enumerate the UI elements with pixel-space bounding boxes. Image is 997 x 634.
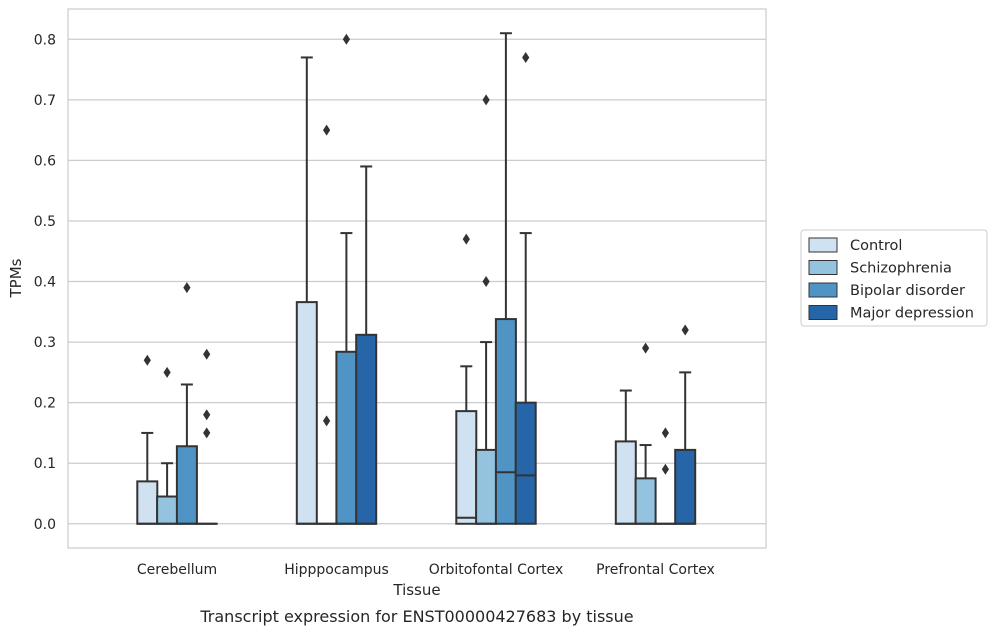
box-major-depression bbox=[514, 232, 537, 525]
legend-label: Schizophrenia bbox=[850, 261, 952, 277]
box-body bbox=[674, 448, 697, 525]
y-tick-label: 0.5 bbox=[34, 214, 56, 230]
x-axis-title: Tissue bbox=[392, 581, 440, 599]
legend-label: Bipolar disorder bbox=[850, 283, 965, 299]
x-tick-label: Orbitofontal Cortex bbox=[429, 562, 564, 578]
box-body bbox=[355, 333, 378, 525]
y-tick-label: 0.0 bbox=[34, 517, 56, 533]
outlier-point bbox=[681, 324, 689, 336]
outlier-point bbox=[522, 51, 530, 63]
outlier-point bbox=[183, 282, 191, 294]
box-major-depression bbox=[674, 371, 697, 525]
boxes bbox=[136, 32, 697, 525]
x-tick-label: Cerebellum bbox=[137, 562, 217, 578]
outlier-point bbox=[661, 463, 669, 475]
x-tick-label: Hipppocampus bbox=[284, 562, 389, 578]
y-tick-label: 0.6 bbox=[34, 153, 56, 169]
outlier-point bbox=[203, 427, 211, 439]
box-body bbox=[175, 445, 198, 525]
box-schizophrenia bbox=[475, 341, 498, 525]
y-tick-label: 0.2 bbox=[34, 396, 56, 412]
box-bipolar-disorder bbox=[175, 383, 198, 525]
box-body bbox=[494, 318, 517, 525]
y-tick-labels: 0.0 0.1 0.2 0.3 0.4 0.5 0.6 0.7 0.8 bbox=[34, 32, 56, 532]
box-control bbox=[295, 56, 318, 525]
outlier-point bbox=[642, 342, 650, 354]
outlier-point bbox=[462, 233, 470, 245]
chart-caption: Transcript expression for ENST0000042768… bbox=[199, 607, 633, 626]
outlier-point bbox=[482, 94, 490, 106]
box-body bbox=[335, 350, 358, 525]
box-body bbox=[295, 301, 318, 525]
box-bipolar-disorder bbox=[335, 232, 358, 525]
x-tick-label: Prefrontal Cortex bbox=[596, 562, 715, 578]
box-major-depression bbox=[355, 165, 378, 525]
outlier-point bbox=[342, 33, 350, 45]
plot-frame bbox=[67, 8, 767, 549]
y-tick-label: 0.3 bbox=[34, 335, 56, 351]
legend-label: Control bbox=[850, 238, 902, 254]
box-body bbox=[136, 480, 159, 525]
box-body bbox=[614, 440, 637, 525]
gridlines bbox=[68, 38, 766, 525]
y-tick-label: 0.7 bbox=[34, 93, 56, 109]
outlier-point bbox=[323, 415, 331, 427]
box-control bbox=[136, 431, 159, 525]
y-tick-label: 0.8 bbox=[34, 32, 56, 48]
legend-swatch bbox=[808, 260, 838, 275]
box-control bbox=[614, 389, 637, 525]
x-tick-labels: Cerebellum Hipppocampus Orbitofontal Corte… bbox=[137, 562, 715, 578]
box-schizophrenia bbox=[156, 462, 179, 525]
outlier-point bbox=[323, 124, 331, 136]
box-body bbox=[634, 477, 657, 525]
legend-label: Major depression bbox=[850, 306, 974, 322]
outlier-point bbox=[163, 366, 171, 378]
outlier-point bbox=[143, 354, 151, 366]
outliers bbox=[143, 33, 689, 475]
box-control bbox=[455, 365, 478, 525]
y-tick-label: 0.1 bbox=[34, 456, 56, 472]
legend-swatch bbox=[808, 282, 838, 298]
legend: Control Schizophrenia Bipolar disorder Majo… bbox=[800, 229, 988, 327]
outlier-point bbox=[661, 427, 669, 439]
outlier-point bbox=[482, 276, 490, 288]
outlier-point bbox=[203, 348, 211, 360]
box-schizophrenia bbox=[634, 444, 657, 525]
box-body bbox=[156, 495, 179, 525]
box-body bbox=[455, 410, 478, 525]
box-body bbox=[475, 448, 498, 525]
legend-swatch bbox=[808, 305, 838, 320]
y-tick-label: 0.4 bbox=[34, 275, 56, 291]
y-axis-title: TPMs bbox=[7, 258, 25, 298]
box-body bbox=[514, 401, 537, 525]
legend-swatch bbox=[808, 237, 838, 253]
box-bipolar-disorder bbox=[494, 32, 517, 525]
legend-frame bbox=[800, 229, 988, 327]
outlier-point bbox=[203, 409, 211, 421]
